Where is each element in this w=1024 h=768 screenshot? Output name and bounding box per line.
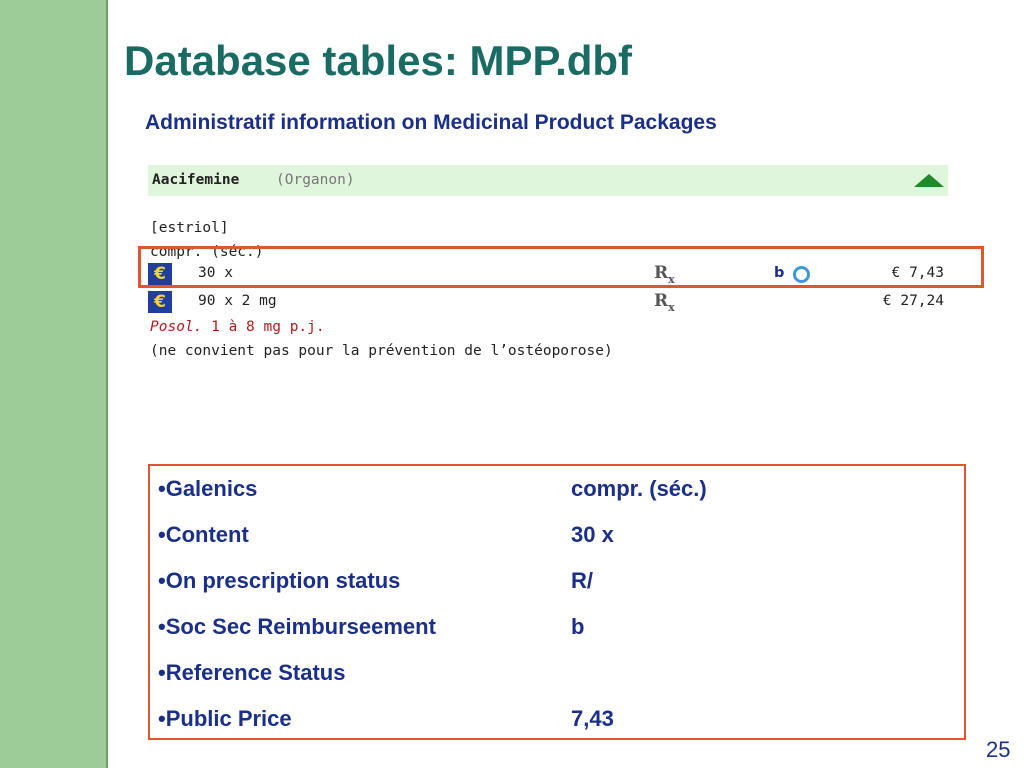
detail-value: b: [571, 614, 585, 639]
posology-label: Posol.: [150, 319, 203, 335]
detail-label: •Content: [158, 522, 249, 547]
collapse-arrow-icon[interactable]: [914, 174, 944, 187]
details-box: •Galenics compr. (séc.) •Content 30 x •O…: [148, 464, 966, 740]
rx-subscript: x: [668, 301, 675, 314]
package-price: € 7,43: [891, 265, 944, 281]
reimbursement-category: b: [774, 265, 785, 281]
detail-value: compr. (séc.): [571, 476, 707, 501]
package-size: 90 x 2 mg: [198, 293, 277, 309]
ingredient-line: [estriol]: [150, 220, 229, 236]
rx-symbol: R: [654, 263, 669, 283]
package-row: € 90 x 2 mg Rx € 27,24: [148, 291, 948, 315]
product-header: Aacifemine (Organon): [148, 165, 948, 196]
product-note: (ne convient pas pour la prévention de l…: [150, 343, 613, 359]
detail-value: 7,43: [571, 706, 614, 731]
rx-subscript: x: [668, 273, 675, 286]
slide-side-bar: [0, 0, 108, 768]
detail-label: •On prescription status: [158, 568, 401, 593]
detail-label: •Public Price: [158, 706, 292, 731]
prescription-rx-icon: Rx: [654, 291, 675, 314]
posology-line: Posol. 1 à 8 mg p.j.: [150, 319, 325, 335]
product-company: (Organon): [276, 172, 355, 188]
rx-symbol: R: [654, 291, 669, 311]
detail-label: •Soc Sec Reimburseement: [158, 614, 436, 639]
slide-number: 25: [986, 737, 1011, 762]
euro-icon: €: [148, 291, 172, 313]
highlight-frame: [138, 246, 984, 288]
reference-status-circle-icon: [793, 266, 810, 283]
slide-title: Database tables: MPP.dbf: [124, 37, 633, 84]
detail-value: R/: [571, 568, 593, 593]
euro-icon: €: [148, 263, 172, 285]
package-size: 30 x: [198, 265, 233, 281]
prescription-rx-icon: Rx: [654, 263, 675, 286]
package-price: € 27,24: [882, 293, 944, 309]
detail-value: 30 x: [571, 522, 614, 547]
product-name: Aacifemine: [152, 172, 240, 188]
posology-value: 1 à 8 mg p.j.: [202, 319, 325, 335]
package-row: € 30 x Rx b € 7,43: [148, 263, 948, 287]
slide-subtitle: Administratif information on Medicinal P…: [145, 111, 717, 134]
detail-label: •Galenics: [158, 476, 258, 501]
detail-label: •Reference Status: [158, 660, 346, 685]
